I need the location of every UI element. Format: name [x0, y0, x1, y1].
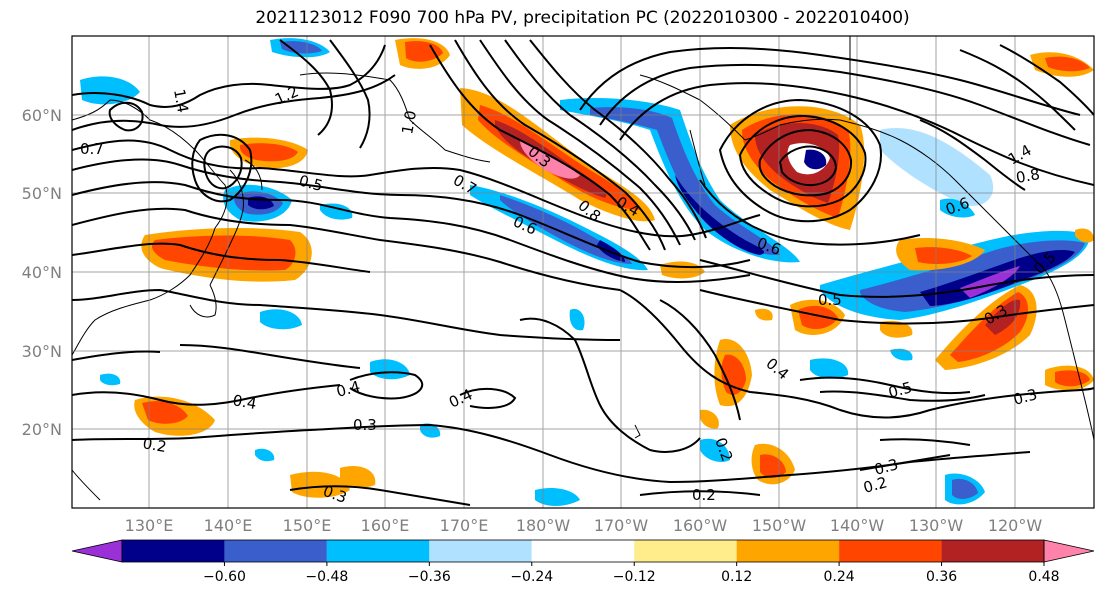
contour-label: 0.5 [818, 291, 842, 309]
gridlines [72, 36, 1094, 508]
contour-label: 0.5 [297, 171, 325, 195]
contour-label: 0.3 [1011, 385, 1039, 409]
lon-label: 120°W [988, 516, 1043, 535]
lon-label: 170°W [594, 516, 649, 535]
contour-label: 0.8 [1015, 165, 1042, 187]
contour-label: 0.2 [141, 434, 168, 456]
colorbar-extend-low [71, 539, 123, 563]
contour-label: 0.2 [861, 473, 889, 497]
lon-label: 130°W [909, 516, 964, 535]
contour-label: 1.0 [398, 109, 420, 136]
colorbar-cell [941, 540, 1044, 562]
map-title: 2021123012 F090 700 hPa PV, precipitatio… [255, 8, 910, 28]
colorbar-extend-high [1043, 539, 1095, 563]
colorbar-tick-label: −0.60 [203, 569, 246, 585]
colorbar-cell [122, 540, 225, 562]
colorbar-cell [634, 540, 737, 562]
precip-shading [80, 38, 1094, 506]
lat-labels: 60°N 50°N 40°N 30°N 20°N [22, 106, 62, 439]
contour-label: 0.3 [872, 455, 900, 479]
lon-label: 160°W [673, 516, 728, 535]
colorbar-cell [224, 540, 327, 562]
colorbar-cell [839, 540, 942, 562]
colorbar-tick-label: 0.48 [1028, 569, 1059, 585]
lat-label: 40°N [22, 263, 62, 282]
colorbar: −0.60 −0.48 −0.36 −0.24 −0.12 0.12 0.24 0.36 0.4… [71, 539, 1095, 585]
map-border [71, 35, 1095, 509]
contour-label: 1.4 [170, 88, 192, 115]
contour-label: 0.4 [334, 377, 362, 401]
colorbar-tick-label: −0.12 [613, 569, 656, 585]
lat-label: 30°N [22, 342, 62, 361]
lon-labels: 130°E 140°E 150°E 160°E 170°E 180°W 170°… [125, 516, 1043, 535]
colorbar-tick-label: 0.24 [824, 569, 855, 585]
colorbar-tick-label: −0.24 [510, 569, 553, 585]
contour-label: 0.2 [692, 486, 716, 504]
lon-label: 140°E [204, 516, 253, 535]
contour-label: 0.7 [80, 140, 104, 158]
pv-contours [72, 39, 1094, 506]
lat-label: 20°N [22, 420, 62, 439]
lat-label: 60°N [22, 106, 62, 125]
lon-label: 130°E [125, 516, 174, 535]
lon-label: 140°W [830, 516, 885, 535]
lon-label: 160°E [361, 516, 410, 535]
lon-label: 150°W [752, 516, 807, 535]
contour-label: 0.5 [886, 378, 914, 402]
lon-label: 150°E [283, 516, 332, 535]
colorbar-tick-label: −0.36 [408, 569, 451, 585]
lat-label: 50°N [22, 184, 62, 203]
colorbar-cell [736, 540, 840, 562]
contour-label: 0.4 [231, 391, 258, 413]
lon-label: 170°E [440, 516, 489, 535]
colorbar-frame [121, 539, 1045, 563]
colorbar-cell [326, 540, 430, 562]
colorbar-tick-label: 0.12 [721, 569, 752, 585]
colorbar-cell [429, 540, 532, 562]
colorbar-cell [531, 540, 635, 562]
colorbar-tick-label: −0.48 [305, 569, 348, 585]
colorbar-tick-label: 0.36 [926, 569, 957, 585]
contour-label: 0.3 [353, 416, 377, 434]
lon-label: 180°W [516, 516, 571, 535]
